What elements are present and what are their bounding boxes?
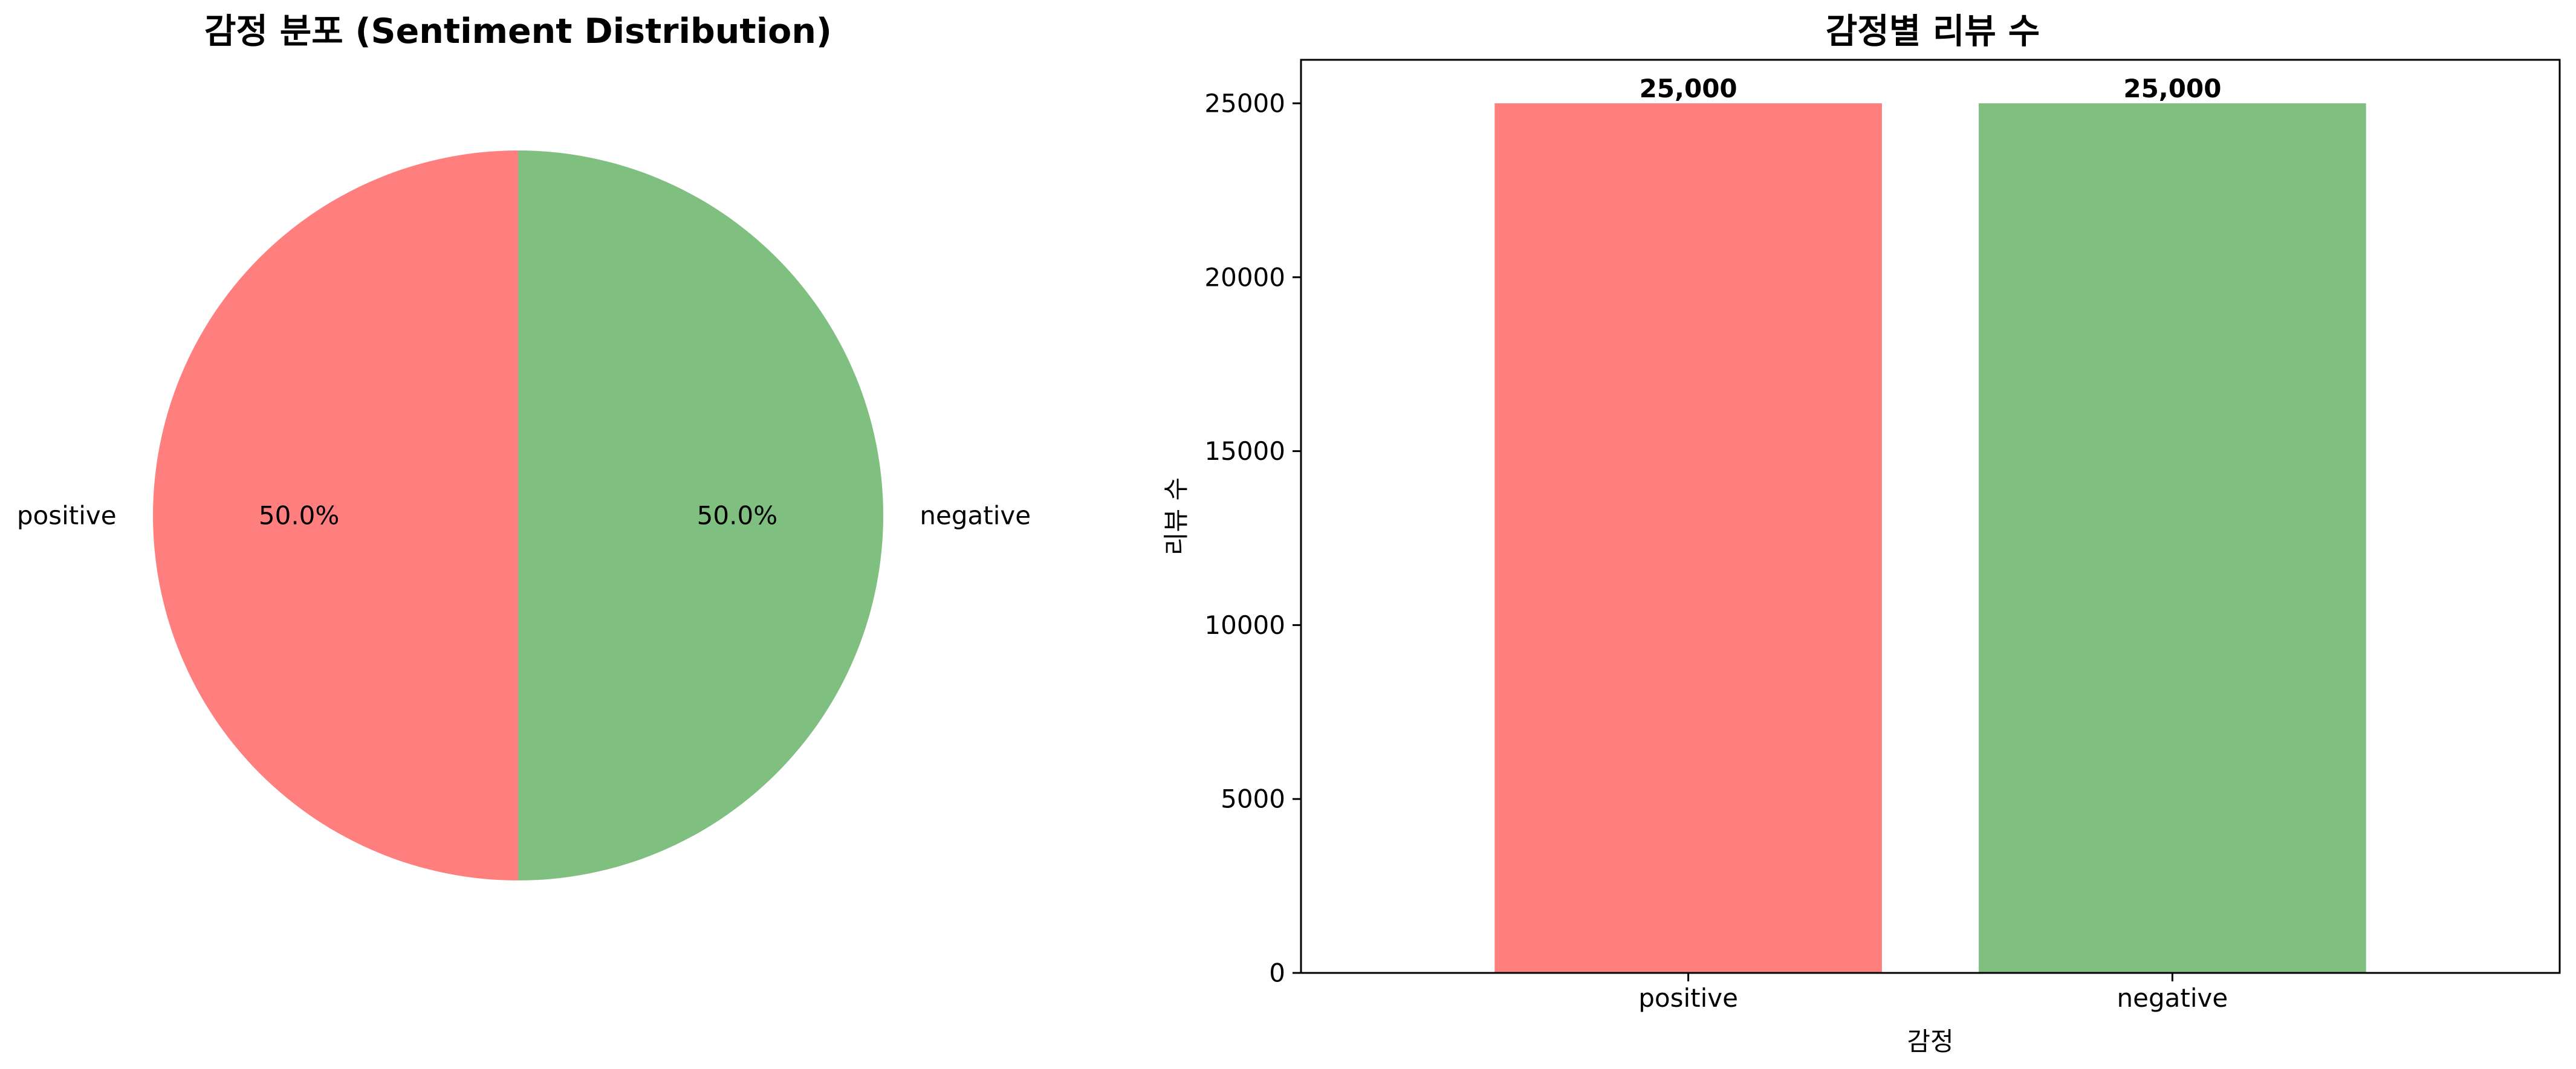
pie-slice-negative bbox=[518, 150, 883, 880]
y-axis-ticks: 0 5000 10000 15000 20000 25000 bbox=[1204, 88, 1301, 988]
bar-chart-title: 감정별 리뷰 수 bbox=[1826, 11, 2040, 51]
pie-label-negative: negative bbox=[920, 501, 1031, 531]
y-tick-label: 15000 bbox=[1204, 436, 1285, 466]
pie-slice-positive bbox=[153, 150, 518, 880]
bar-chart: 감정별 리뷰 수 25,000 25,000 0 5000 10000 15000 200… bbox=[1161, 11, 2561, 1056]
bar-positive bbox=[1494, 103, 1882, 973]
bar-value-label-negative: 25,000 bbox=[2123, 74, 2221, 103]
y-tick-label: 25000 bbox=[1204, 88, 1285, 118]
y-tick-label: 0 bbox=[1269, 958, 1285, 988]
y-tick-label: 5000 bbox=[1221, 784, 1285, 814]
x-tick-label-negative: negative bbox=[2117, 983, 2228, 1013]
bar-value-label-positive: 25,000 bbox=[1640, 74, 1737, 103]
pie-labels: positive 50.0% negative 50.0% bbox=[17, 501, 1031, 531]
y-tick-label: 20000 bbox=[1204, 262, 1285, 292]
pie-slices bbox=[153, 150, 883, 880]
bar-value-labels: 25,000 25,000 bbox=[1640, 74, 2222, 103]
pie-chart: 감정 분포 (Sentiment Distribution) positive 5… bbox=[17, 11, 1031, 880]
bar-series bbox=[1494, 103, 2366, 973]
y-axis-label: 리뷰 수 bbox=[1161, 477, 1191, 555]
y-tick-label: 10000 bbox=[1204, 610, 1285, 640]
pie-label-positive: positive bbox=[17, 501, 117, 531]
pie-pct-label-positive: 50.0% bbox=[259, 501, 339, 531]
pie-pct-label-negative: 50.0% bbox=[697, 501, 777, 531]
x-axis-ticks: positive negative bbox=[1638, 973, 2228, 1013]
pie-chart-title: 감정 분포 (Sentiment Distribution) bbox=[204, 11, 832, 51]
bar-negative bbox=[1979, 103, 2366, 973]
x-tick-label-positive: positive bbox=[1638, 983, 1738, 1013]
x-axis-label: 감정 bbox=[1907, 1027, 1953, 1056]
plot-frame bbox=[1300, 59, 2561, 974]
